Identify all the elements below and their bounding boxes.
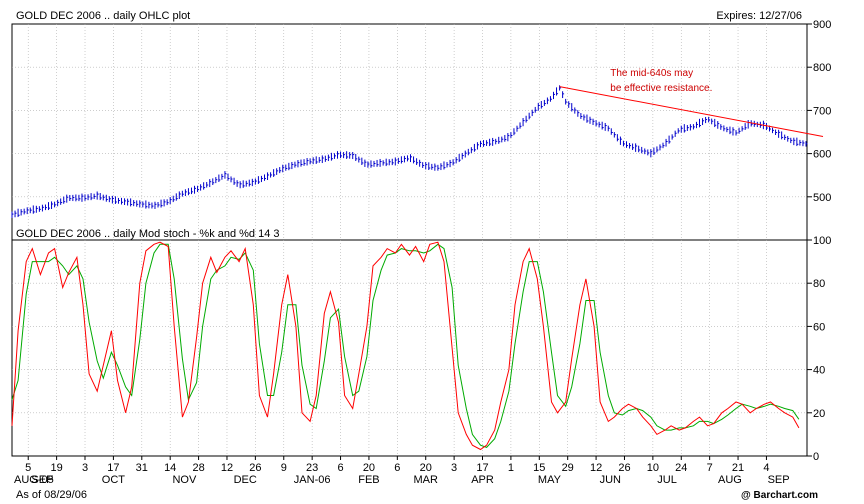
x-axis: 5 19 3 17 31 14 28 12 26 9 23 6 20 6 20 3 17 1 15 29 12 26 10 2… [14, 456, 790, 486]
x-month-label: JUL [657, 474, 677, 486]
price-panel-frame [11, 23, 808, 241]
stoch-y-axis: 0 20 40 60 80 100 [807, 235, 831, 463]
x-tick-label: 12 [221, 462, 233, 474]
x-tick-label: 31 [136, 462, 148, 474]
price-y-tick-label: 600 [813, 149, 831, 161]
x-tick-label: 7 [707, 462, 713, 474]
x-month-label: JUN [600, 474, 621, 486]
x-month-label: MAR [413, 474, 438, 486]
price-bars [11, 85, 808, 219]
x-tick-label: 9 [281, 462, 287, 474]
x-tick-label: 26 [618, 462, 630, 474]
x-tick-label: 21 [732, 462, 744, 474]
x-tick-label: 20 [420, 462, 432, 474]
stoch-k-line [11, 241, 800, 451]
x-tick-label: 17 [107, 462, 119, 474]
stoch-y-tick-label: 40 [813, 365, 825, 377]
price-y-tick-label: 500 [813, 192, 831, 204]
x-tick-label: 10 [647, 462, 659, 474]
x-month-label: JAN-06 [294, 474, 331, 486]
x-tick-label: 6 [394, 462, 400, 474]
x-tick-label: 19 [50, 462, 62, 474]
x-tick-label: 15 [533, 462, 545, 474]
x-tick-label: 24 [675, 462, 687, 474]
x-tick-label: 4 [763, 462, 769, 474]
x-month-label: MAY [538, 474, 562, 486]
x-tick-label: 28 [192, 462, 204, 474]
x-tick-label: 20 [363, 462, 375, 474]
price-grid [12, 24, 807, 240]
expires-label: Expires: 12/27/06 [716, 10, 802, 22]
x-month-label: DEC [234, 474, 257, 486]
x-tick-label: 3 [82, 462, 88, 474]
annotation-line-1: The mid-640s may [610, 68, 693, 79]
stoch-panel: 0 20 40 60 80 100 GOLD DEC 2006 .. daily Mod … [11, 228, 831, 463]
x-month-label: AUG [718, 474, 742, 486]
price-panel: 500 600 700 800 900 The mid-640s may be effe… [11, 10, 831, 241]
stoch-y-tick-label: 0 [813, 451, 819, 463]
x-month-label: FEB [358, 474, 379, 486]
price-y-tick-label: 800 [813, 62, 831, 74]
x-tick-label: 14 [164, 462, 176, 474]
price-y-tick-label: 700 [813, 105, 831, 117]
x-month-label: AUG-05 [14, 474, 54, 486]
x-tick-label: 3 [451, 462, 457, 474]
stoch-panel-frame [11, 239, 808, 457]
x-tick-label: 1 [508, 462, 514, 474]
as-of-date: As of 08/29/06 [16, 489, 87, 501]
x-month-label: APR [471, 474, 494, 486]
x-tick-label: 12 [590, 462, 602, 474]
price-y-axis: 500 600 700 800 900 [807, 19, 831, 204]
x-tick-label: 23 [306, 462, 318, 474]
x-tick-label: 17 [476, 462, 488, 474]
barchart-logo: @ Barchart.com [741, 490, 818, 501]
x-tick-label: 29 [562, 462, 574, 474]
x-tick-label: 6 [337, 462, 343, 474]
stoch-y-tick-label: 80 [813, 278, 825, 290]
x-month-label: SEP [31, 474, 53, 486]
resistance-trendline [559, 86, 824, 137]
stoch-y-tick-label: 100 [813, 235, 831, 247]
stoch-chart-title: GOLD DEC 2006 .. daily Mod stoch - %k an… [16, 228, 280, 240]
price-chart-title: GOLD DEC 2006 .. daily OHLC plot [16, 10, 190, 22]
x-tick-label: 26 [249, 462, 261, 474]
x-month-label: NOV [172, 474, 197, 486]
stoch-y-tick-label: 20 [813, 408, 825, 420]
x-month-label: OCT [102, 474, 126, 486]
stoch-y-tick-label: 60 [813, 321, 825, 333]
price-y-tick-label: 900 [813, 19, 831, 31]
annotation-line-2: be effective resistance. [610, 83, 712, 94]
x-tick-label: 5 [25, 462, 31, 474]
x-month-label: SEP [768, 474, 790, 486]
